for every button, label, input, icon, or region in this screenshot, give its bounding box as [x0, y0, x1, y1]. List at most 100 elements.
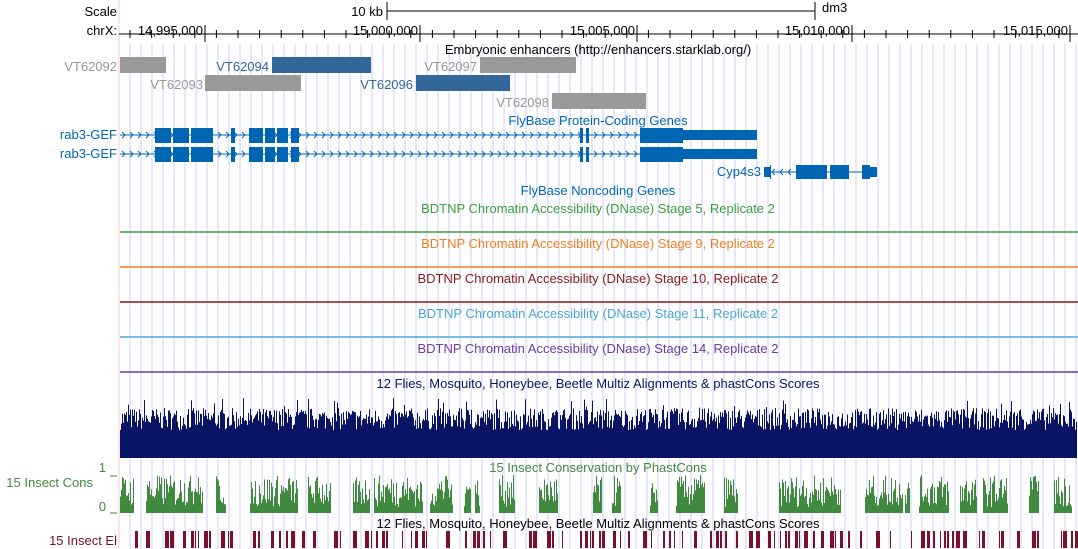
enhancer-feature[interactable]	[272, 57, 371, 73]
strand-arrow	[129, 150, 134, 158]
strand-arrow	[393, 131, 398, 139]
strand-arrow	[633, 131, 638, 139]
enhancer-feature[interactable]	[120, 57, 166, 73]
strand-arrow	[329, 150, 334, 158]
enhancer-feature[interactable]	[416, 75, 510, 91]
dnase-stage9-title: BDTNP Chromatin Accessibility (DNase) St…	[421, 236, 775, 251]
phastcons-axis-max: 1	[99, 460, 106, 475]
strand-arrow	[369, 131, 374, 139]
flybase-noncoding-track[interactable]: FlyBase Noncoding Genes	[521, 183, 676, 198]
dnase-stage11-track[interactable]: BDTNP Chromatin Accessibility (DNase) St…	[120, 306, 1078, 338]
strand-arrow	[457, 131, 462, 139]
enhancer-feature[interactable]	[205, 75, 301, 91]
strand-arrow	[465, 150, 470, 158]
strand-arrow	[505, 131, 510, 139]
strand-arrow	[625, 150, 630, 158]
enhancers-track[interactable]: Embryonic enhancers (http://enhancers.st…	[64, 42, 751, 110]
strand-arrow	[385, 131, 390, 139]
enhancer-item[interactable]: VT62097	[424, 57, 576, 74]
strand-arrow	[593, 131, 598, 139]
position-tick-5: 15,015,000	[1003, 23, 1071, 42]
strand-arrow	[609, 150, 614, 158]
enhancer-feature[interactable]	[480, 57, 576, 73]
strand-arrow	[569, 150, 574, 158]
enhancer-item[interactable]: VT62092	[64, 57, 166, 74]
strand-arrow	[361, 150, 366, 158]
strand-arrow	[305, 150, 310, 158]
enhancer-feature[interactable]	[552, 93, 646, 109]
enhancer-item[interactable]: VT62096	[360, 75, 510, 92]
phastcons-title: 15 Insect Conservation by PhastCons	[489, 460, 707, 475]
enhancer-item[interactable]: VT62094	[216, 57, 371, 74]
strand-arrow	[361, 131, 366, 139]
enhancer-label: VT62098	[496, 95, 549, 110]
strand-arrow	[433, 131, 438, 139]
phastcons-signal	[120, 475, 1072, 513]
dnase-stage5-track[interactable]: BDTNP Chromatin Accessibility (DNase) St…	[120, 201, 1078, 233]
enhancer-label: VT62093	[150, 77, 203, 92]
gene-label: rab3-GEF	[60, 146, 117, 161]
strand-arrow	[497, 131, 502, 139]
gene-cyp4s3[interactable]: Cyp4s3	[717, 164, 877, 179]
strand-arrow	[145, 131, 150, 139]
strand-arrow	[369, 150, 374, 158]
strand-arrow	[553, 131, 558, 139]
strand-arrow	[337, 150, 342, 158]
gene-rab3-gef-1[interactable]: rab3-GEF	[60, 127, 757, 143]
strand-arrow	[521, 131, 526, 139]
dnase-stage5-title: BDTNP Chromatin Accessibility (DNase) St…	[421, 201, 775, 216]
strand-arrow	[489, 150, 494, 158]
strand-arrow	[129, 131, 134, 139]
phastcons-track[interactable]: 15 Insect Conservation by PhastCons 15 I…	[6, 460, 1072, 514]
strand-arrow	[537, 150, 542, 158]
dnase-stage10-track[interactable]: BDTNP Chromatin Accessibility (DNase) St…	[120, 271, 1078, 303]
position-tick-4: 15,010,000	[785, 23, 853, 42]
strand-arrow	[481, 150, 486, 158]
ruler-track[interactable]: Scale chrX: 10 kb dm3 14,995,000 15,000,…	[84, 0, 1078, 42]
strand-arrow	[569, 131, 574, 139]
strand-arrow	[353, 150, 358, 158]
enhancer-item[interactable]: VT62098	[496, 93, 646, 110]
strand-arrow	[497, 150, 502, 158]
phastcons-axis-min: 0	[99, 499, 106, 514]
strand-arrow	[121, 131, 126, 139]
strand-arrow	[633, 150, 638, 158]
strand-arrow	[121, 150, 126, 158]
enhancer-item[interactable]: VT62093	[150, 75, 301, 92]
strand-arrow	[553, 150, 558, 158]
position-axis: 14,995,000 15,000,000 15,005,000 15,010,…	[119, 23, 1078, 42]
elements-side-label: 15 Insect El	[49, 533, 117, 548]
strand-arrow	[329, 131, 334, 139]
dnase-stage11-title: BDTNP Chromatin Accessibility (DNase) St…	[418, 306, 778, 321]
strand-arrow	[617, 150, 622, 158]
position-label: 15,000,000	[353, 23, 418, 38]
strand-arrow	[145, 150, 150, 158]
strand-arrow	[601, 150, 606, 158]
dnase-stage14-title: BDTNP Chromatin Accessibility (DNase) St…	[417, 341, 778, 356]
strand-arrow	[489, 131, 494, 139]
position-label: 15,010,000	[785, 23, 850, 38]
flybase-coding-title: FlyBase Protein-Coding Genes	[508, 113, 688, 128]
position-tick-2: 15,000,000	[353, 23, 421, 42]
strand-arrow	[409, 150, 414, 158]
enhancer-label: VT62094	[216, 59, 269, 74]
strand-arrow	[241, 131, 246, 139]
scale-bar-label: 10 kb	[351, 4, 383, 19]
strand-arrow	[217, 131, 222, 139]
assembly-label: dm3	[822, 0, 847, 15]
strand-arrow	[393, 150, 398, 158]
strand-arrow	[417, 150, 422, 158]
dnase-stage14-track[interactable]: BDTNP Chromatin Accessibility (DNase) St…	[120, 341, 1078, 373]
flybase-coding-track[interactable]: FlyBase Protein-Coding Genes rab3-GEF ra…	[60, 113, 877, 179]
elements-track[interactable]: 12 Flies, Mosquito, Honeybee, Beetle Mul…	[49, 516, 1078, 548]
strand-arrow	[561, 150, 566, 158]
strand-arrow	[787, 168, 792, 176]
gene-rab3-gef-2[interactable]: rab3-GEF	[60, 146, 757, 162]
multiz-track[interactable]: 12 Flies, Mosquito, Honeybee, Beetle Mul…	[120, 376, 1077, 458]
strand-arrow	[409, 131, 414, 139]
strand-arrow	[305, 131, 310, 139]
strand-arrow	[321, 131, 326, 139]
dnase-stage9-track[interactable]: BDTNP Chromatin Accessibility (DNase) St…	[120, 236, 1078, 268]
strand-arrow	[321, 150, 326, 158]
